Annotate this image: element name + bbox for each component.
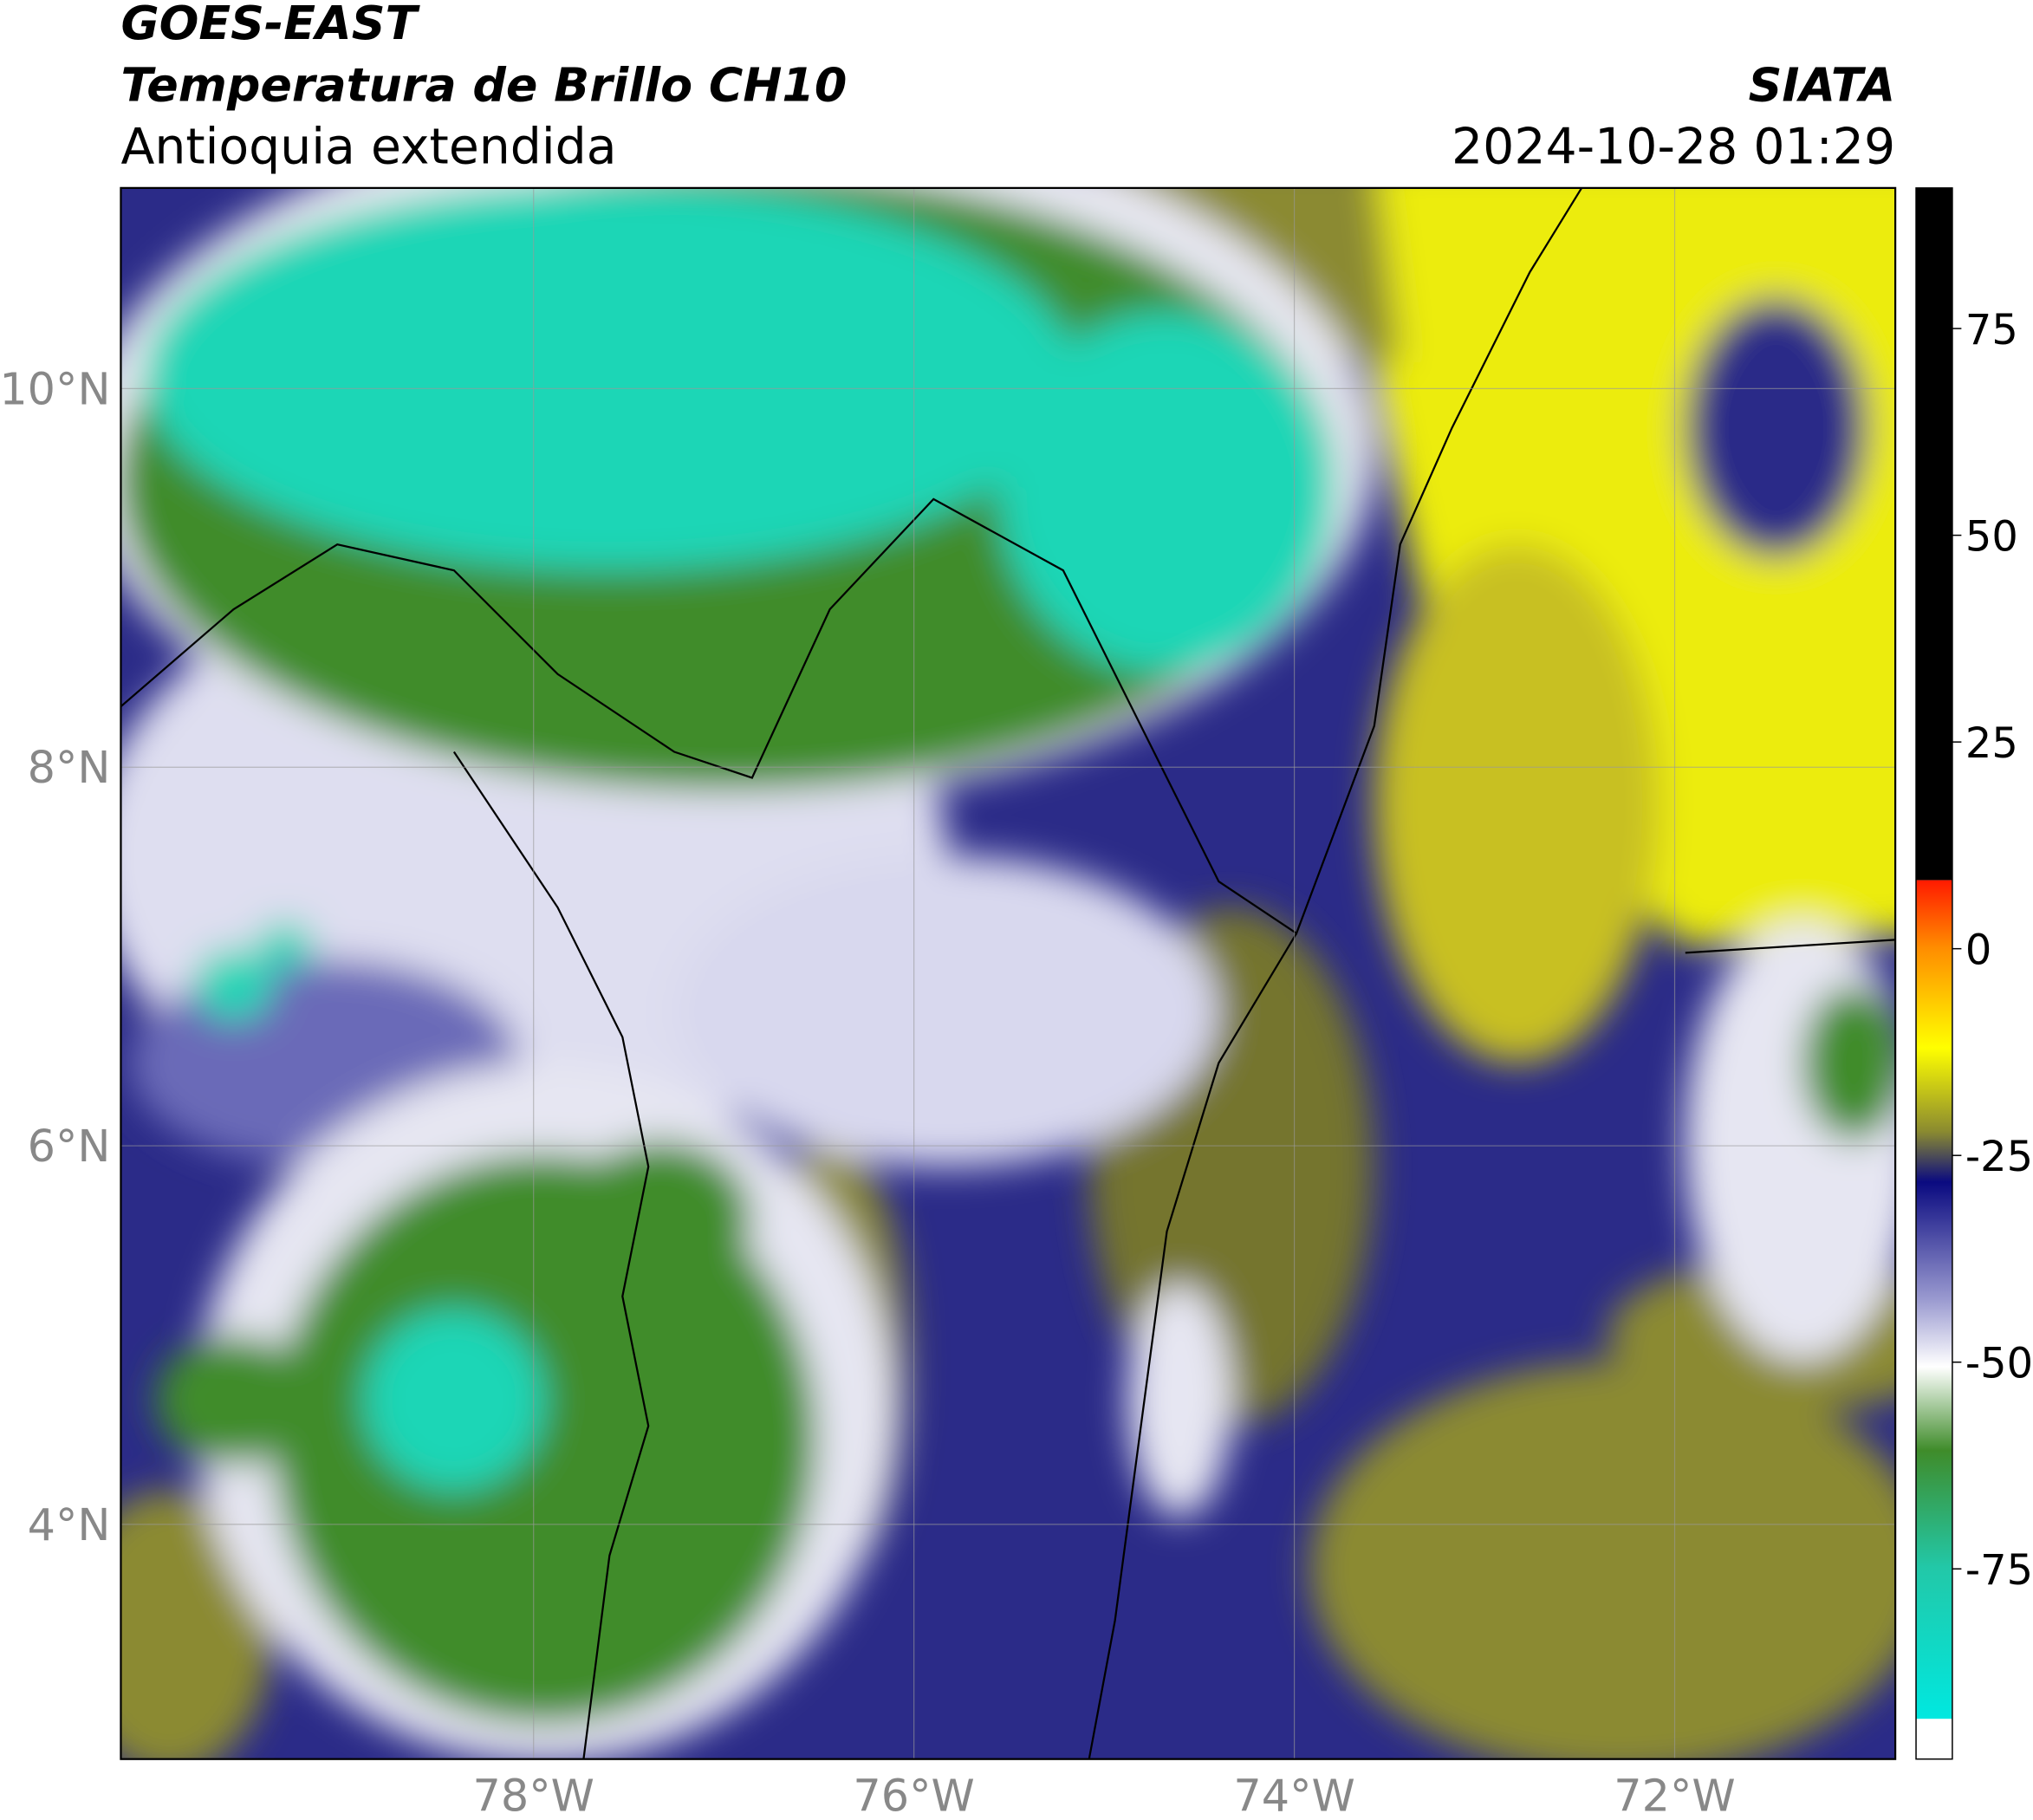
colorbar-tick-label: 50 — [1965, 514, 2018, 562]
borders — [120, 187, 1896, 1759]
coldest-region — [363, 1309, 545, 1492]
colorbar-tick-label: 0 — [1965, 927, 1991, 975]
border-line — [1685, 939, 1896, 954]
lat-tick-label: 10°N — [0, 363, 110, 414]
colorbar-tick-label: 75 — [1965, 307, 2018, 354]
source: SIATA — [1749, 58, 1896, 113]
colorbar — [1915, 187, 1953, 1760]
lat-tick-label: 6°N — [28, 1121, 111, 1172]
graticule — [120, 187, 1896, 1759]
colorbar-tick-label: -50 — [1965, 1341, 2033, 1388]
region: Antioquia extendida — [120, 118, 616, 175]
colorbar-tick-label: 25 — [1965, 720, 2018, 768]
title: GOES-EAST — [120, 0, 420, 50]
cold-region — [1685, 298, 1867, 558]
border-line — [1088, 933, 1298, 1759]
colorbar-segment — [1916, 880, 1952, 1719]
border-line — [120, 187, 1583, 935]
very-cold-region — [1802, 985, 1896, 1141]
warm-region — [1374, 544, 1660, 1063]
very-cold-region — [272, 1154, 817, 1725]
colorbar-tick-label: -75 — [1965, 1547, 2033, 1595]
colorbar-segment — [1916, 1719, 1952, 1759]
lon-tick-label: 76°W — [853, 1771, 974, 1820]
cold-region — [674, 855, 1219, 1167]
cold-region — [1685, 920, 1896, 1362]
lon-tick-label: 74°W — [1233, 1771, 1354, 1820]
coldest-region — [194, 948, 273, 1022]
satellite-image — [120, 187, 1896, 1759]
colorbar-tick-label: -25 — [1965, 1134, 2033, 1181]
lon-tick-label: 78°W — [472, 1771, 594, 1820]
lat-tick-label: 4°N — [28, 1499, 111, 1550]
coldest-region — [998, 310, 1335, 674]
datetime: 2024-10-28 01:29 — [1452, 118, 1895, 175]
lon-tick-label: 72°W — [1614, 1771, 1735, 1820]
coldest-region — [143, 187, 1076, 571]
very-cold-region — [155, 1335, 312, 1466]
coastline — [452, 751, 650, 1759]
map-frame — [120, 186, 1897, 1760]
coldest-region — [257, 922, 315, 970]
cold-region — [1127, 1283, 1232, 1517]
warm-region — [1309, 1361, 1896, 1759]
colorbar-segment — [1916, 187, 1952, 881]
subtitle: Temperatura de Brillo CH10 — [120, 58, 847, 113]
very-cold-region — [570, 1141, 752, 1297]
cloud-field — [120, 187, 1896, 1759]
colorbar-frame — [1915, 187, 1953, 1760]
lat-tick-label: 8°N — [28, 742, 111, 793]
